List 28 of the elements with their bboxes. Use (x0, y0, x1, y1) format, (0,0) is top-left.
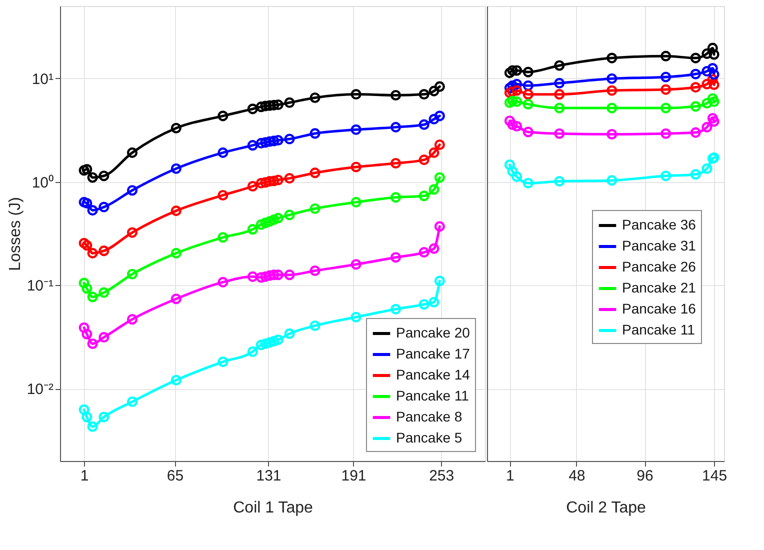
legend-label: Pancake 31 (622, 238, 696, 254)
x-tick-label: 1 (506, 468, 514, 484)
y-tick-label: 10⁻² (26, 381, 54, 398)
legend-label: Pancake 17 (396, 346, 470, 362)
y-tick-label: 10⁰ (32, 174, 54, 192)
x-tick-label: 96 (636, 468, 654, 484)
x-tick-label: 253 (429, 468, 454, 484)
x-axis-title: Coil 2 Tape (566, 500, 646, 516)
legend-label: Pancake 5 (396, 430, 462, 446)
legend-label: Pancake 20 (396, 324, 470, 340)
legend-label: Pancake 36 (622, 216, 696, 232)
y-tick-label: 10⁻¹ (26, 278, 54, 295)
legend-label: Pancake 16 (622, 300, 696, 316)
legend-label: Pancake 11 (622, 322, 696, 338)
x-tick-label: 65 (166, 468, 184, 484)
legend-label: Pancake 21 (622, 280, 696, 296)
x-axis-title: Coil 1 Tape (233, 500, 313, 516)
legend-label: Pancake 11 (396, 388, 470, 404)
y-axis-title: Losses (J) (6, 197, 24, 271)
x-tick-label: 1 (80, 468, 89, 484)
x-tick-label: 48 (568, 468, 586, 484)
x-tick-label: 131 (256, 468, 282, 484)
x-tick-label: 145 (702, 468, 728, 484)
legend-label: Pancake 14 (396, 366, 470, 382)
y-tick-label: 10¹ (32, 70, 54, 88)
x-tick-label: 191 (341, 468, 366, 484)
legend-label: Pancake 26 (622, 258, 696, 274)
legend-label: Pancake 8 (396, 408, 462, 424)
